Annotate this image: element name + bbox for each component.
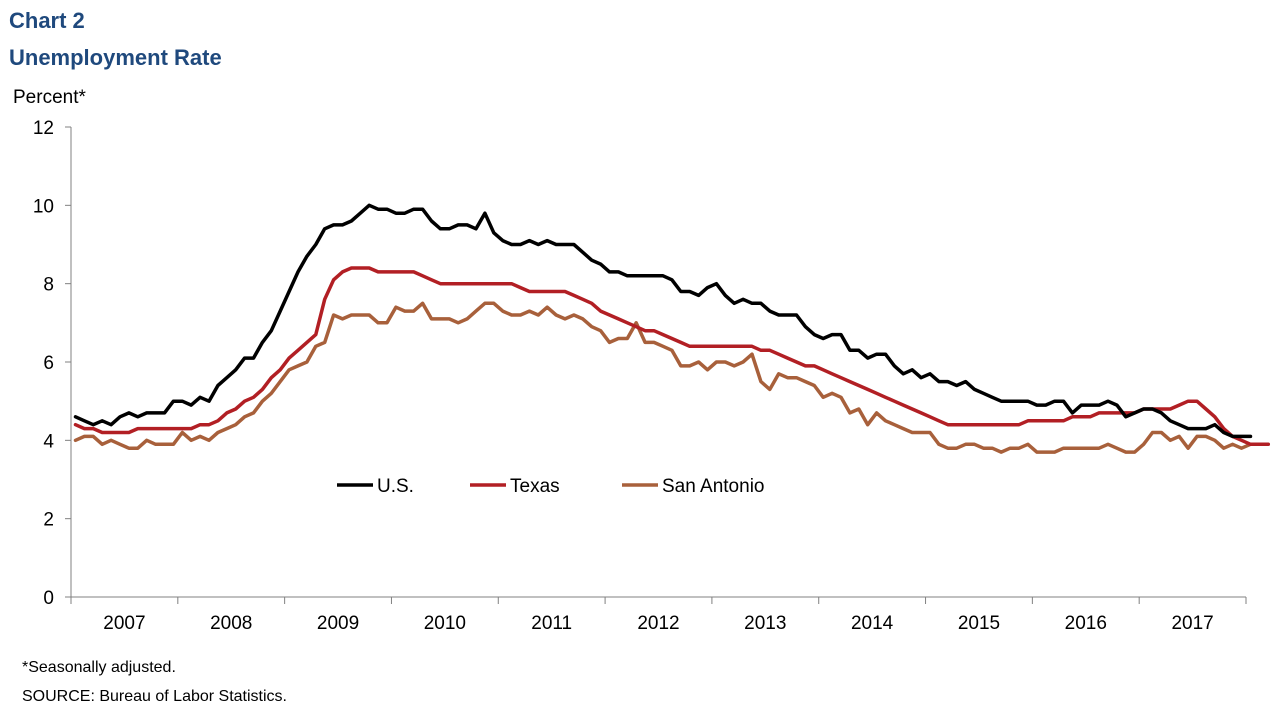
y-tick-label: 4 (43, 431, 54, 452)
x-tick-label: 2009 (317, 613, 359, 634)
x-tick-label: 2008 (210, 613, 252, 634)
legend-label-texas: Texas (510, 476, 560, 497)
chart-title: Chart 2 (9, 8, 85, 33)
x-tick-label: 2017 (1171, 613, 1213, 634)
y-tick-label: 10 (33, 196, 54, 217)
legend-label-san-antonio: San Antonio (662, 476, 764, 497)
x-tick-label: 2007 (103, 613, 145, 634)
x-tick-label: 2014 (851, 613, 894, 634)
series-line-san-antonio (73, 301, 1253, 454)
x-tick-label: 2015 (958, 613, 1000, 634)
chart-axes: 0 2 4 6 8 10 12 Percent* 2007 2008 2009 2010 2011 201… (13, 87, 1247, 634)
y-tick-label: 0 (43, 588, 54, 609)
series-line-u-s (73, 203, 1253, 439)
y-axis-label: Percent* (13, 87, 86, 108)
y-tick-label: 12 (33, 118, 54, 139)
y-tick-label: 2 (43, 510, 54, 531)
legend-label-u-s: U.S. (377, 476, 414, 497)
chart-subtitle: Unemployment Rate (9, 45, 222, 70)
x-tick-label: 2013 (744, 613, 786, 634)
chart-series (73, 203, 1271, 454)
x-tick-label: 2010 (424, 613, 466, 634)
x-tick-label: 2012 (637, 613, 679, 634)
source-note: SOURCE: Bureau of Labor Statistics. (22, 688, 287, 705)
series-line-texas (73, 266, 1271, 447)
y-tick-label: 8 (43, 275, 54, 296)
y-tick-label: 6 (43, 353, 54, 374)
x-tick-label: 2016 (1065, 613, 1107, 634)
chart-legend: U.S. Texas San Antonio (337, 476, 764, 497)
footnote: *Seasonally adjusted. (22, 659, 176, 676)
x-tick-label: 2011 (531, 613, 572, 634)
